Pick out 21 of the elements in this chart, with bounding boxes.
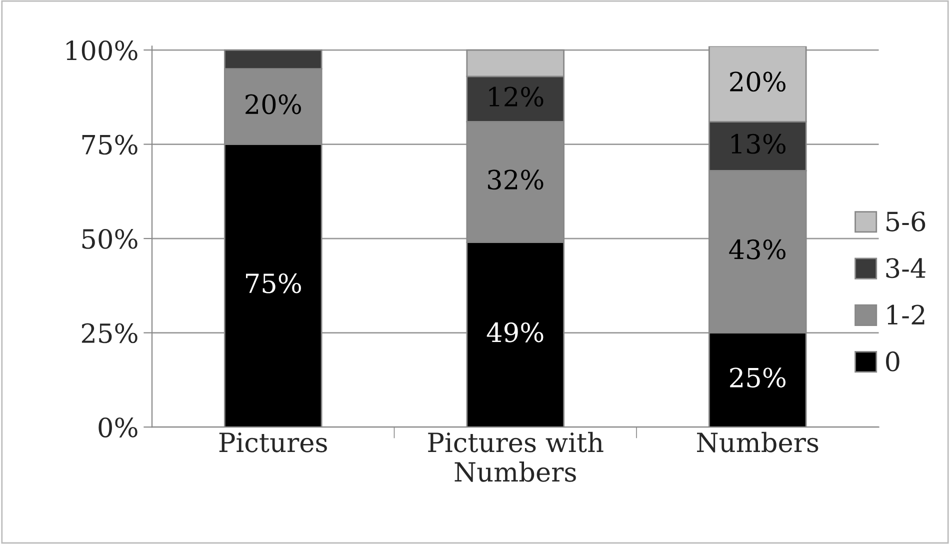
data-label: 32% <box>488 170 544 190</box>
legend-label: 5-6 <box>886 211 926 232</box>
data-label: 49% <box>486 322 544 342</box>
data-label: 20% <box>246 94 301 114</box>
y-tick-label: 0% <box>98 417 138 438</box>
legend-label: 0 <box>886 351 900 372</box>
y-tick-label: 75% <box>82 134 138 155</box>
data-label: 43% <box>729 239 786 260</box>
data-label: 12% <box>489 86 544 107</box>
legend-label: 3-4 <box>886 258 926 278</box>
data-label: 20% <box>730 72 786 92</box>
data-label: 13% <box>732 134 786 154</box>
data-label: 75% <box>246 273 301 294</box>
x-tick-label: Pictures with Numbers <box>428 432 604 482</box>
x-tick-label: Pictures <box>219 432 327 452</box>
y-tick-label: 100% <box>66 40 138 60</box>
legend-label: 1-2 <box>888 304 924 324</box>
y-tick-label: 50% <box>82 228 138 249</box>
y-tick-label: 25% <box>82 323 138 344</box>
data-label: 25% <box>730 368 786 388</box>
x-tick-label: Numbers <box>697 432 818 452</box>
